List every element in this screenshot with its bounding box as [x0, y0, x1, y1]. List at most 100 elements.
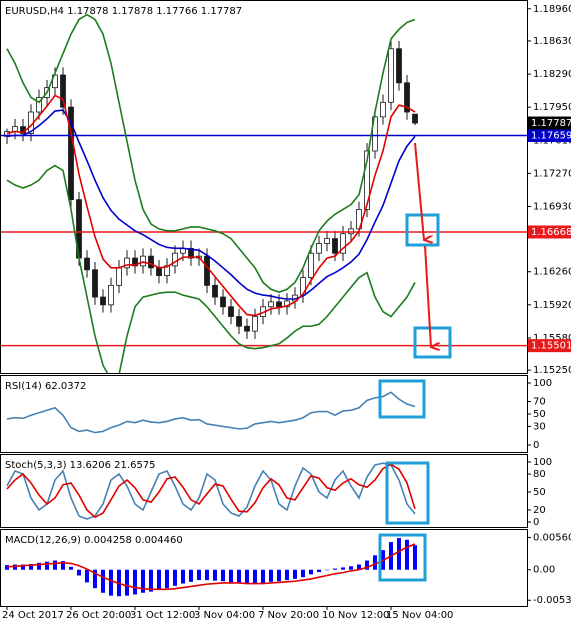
candle-body — [140, 255, 146, 267]
indicator-line — [6, 463, 416, 519]
level-label-box — [528, 339, 571, 353]
y-tick-label: 1.18960 — [533, 4, 571, 15]
y-tick-label: 1.18290 — [533, 69, 571, 80]
y-tick-label: 1.18630 — [533, 36, 571, 47]
histogram-bar — [397, 538, 401, 570]
arrow — [414, 142, 424, 240]
axis: 0.005607 0.00 -0.005301 — [527, 532, 571, 606]
candle-body — [412, 113, 418, 124]
candle-body — [164, 265, 170, 277]
histogram-bar — [61, 561, 65, 570]
candle-body — [404, 82, 410, 113]
candle-body — [252, 316, 258, 332]
level-label-box — [528, 128, 571, 142]
candle-body — [100, 296, 106, 306]
histogram-bar — [261, 569, 265, 583]
histogram-bar — [21, 564, 25, 570]
candle-body — [332, 238, 338, 254]
candle-body — [84, 257, 90, 271]
level-label: 1.17659 — [531, 130, 571, 141]
histogram-bar — [373, 555, 377, 570]
histogram-bar — [149, 569, 153, 592]
target-box — [413, 326, 452, 359]
histogram-bar — [245, 569, 249, 585]
histogram-bar — [125, 569, 129, 596]
histogram-bar — [93, 569, 97, 589]
y-tick-label: 1.17950 — [533, 102, 571, 113]
histogram-bar — [5, 565, 9, 570]
indicator-line — [6, 391, 416, 434]
y-tick-label: 1.15250 — [533, 365, 571, 376]
histogram-bar — [317, 569, 321, 573]
panel-title: MACD(12,26,9) 0.004258 0.004460 — [5, 535, 183, 546]
panel-title: Stoch(5,3,3) 13.6206 21.6575 — [5, 460, 156, 471]
macd-panel-frame — [0, 529, 528, 607]
candle-body — [60, 74, 66, 108]
candle-body — [92, 269, 98, 298]
candle-body — [396, 48, 402, 84]
arrow — [424, 245, 431, 347]
candle-body — [276, 301, 282, 308]
indicator-line — [6, 164, 416, 373]
y-tick-label: 1.17270 — [533, 168, 571, 179]
panel-title: RSI(14) 62.0372 — [5, 381, 86, 392]
histogram-bar — [405, 539, 409, 570]
y-tick-label: 0.00 — [533, 565, 555, 576]
histogram-bar — [197, 569, 201, 581]
histogram-bar — [189, 569, 193, 582]
candle-body — [36, 97, 42, 113]
candle-body — [148, 255, 154, 269]
histogram-bar — [269, 569, 273, 582]
histogram-bar — [37, 562, 41, 570]
histogram-bar — [205, 569, 209, 581]
candle-body — [228, 306, 234, 317]
histogram-bar — [77, 569, 81, 576]
histogram-bar — [141, 569, 145, 593]
histogram-bar — [341, 567, 345, 570]
histogram-bar — [413, 545, 417, 570]
histogram-bar — [365, 560, 369, 570]
y-tick-label: 0 — [533, 440, 539, 451]
histogram-bar — [325, 569, 329, 571]
stoch-box — [385, 461, 430, 525]
histogram-bar — [253, 569, 257, 584]
macd-box — [378, 533, 427, 582]
y-tick-label: 20 — [533, 505, 546, 516]
panel — [6, 391, 416, 434]
histogram-bar — [133, 569, 137, 595]
candle-body — [324, 238, 330, 244]
candle-body — [380, 101, 386, 118]
x-tick-label: 3 Nov 04:00 — [194, 610, 255, 621]
y-tick-label: 80 — [533, 469, 546, 480]
histogram-bar — [293, 569, 297, 579]
x-tick-label: 26 Oct 20:00 — [66, 610, 131, 621]
candle-body — [188, 247, 194, 259]
panel — [6, 462, 416, 520]
y-tick-label: 100 — [533, 378, 552, 389]
candle-body — [244, 325, 250, 332]
candle-body — [212, 284, 218, 298]
level-label-box — [528, 225, 571, 239]
y-tick-label: 0 — [533, 517, 539, 528]
level-label: 1.16668 — [531, 227, 571, 238]
histogram-bar — [157, 569, 161, 590]
candle-body — [220, 296, 226, 308]
x-tick-label: 10 Nov 12:00 — [322, 610, 389, 621]
candle-body — [116, 267, 122, 286]
panel-title: EURUSD,H4 1.17878 1.17878 1.17766 1.1778… — [5, 6, 242, 17]
candle-body — [68, 106, 74, 201]
y-tick-label: 50 — [533, 487, 546, 498]
y-tick-label: 70 — [533, 397, 546, 408]
histogram-bar — [221, 569, 225, 582]
panel — [1, 13, 527, 373]
candle-body — [268, 301, 274, 308]
y-tick-label: 1.16930 — [533, 201, 571, 212]
candle-body — [132, 257, 138, 267]
histogram-bar — [45, 561, 49, 570]
last-price-box — [528, 116, 571, 130]
axis: 1.189601.186301.182901.179501.176101.172… — [527, 4, 571, 376]
histogram-bar — [109, 569, 113, 596]
